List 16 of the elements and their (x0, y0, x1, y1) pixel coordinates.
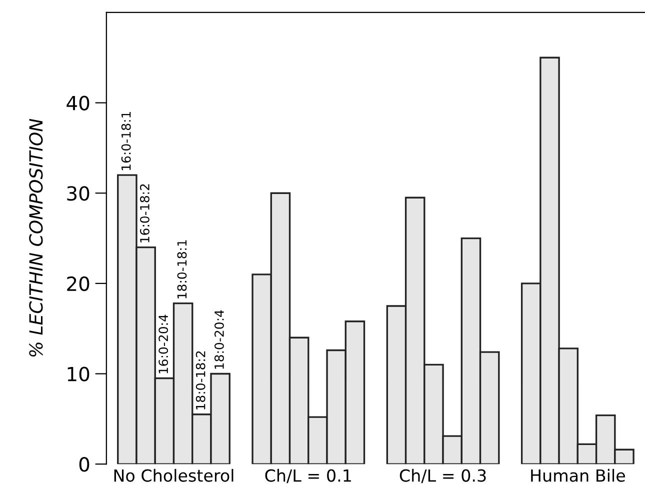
y-tick-label: 0 (79, 457, 90, 472)
text: 18:0-18:1 (177, 240, 187, 298)
y-tick-label: 30 (67, 186, 90, 201)
y-tick-label: 10 (68, 366, 90, 382)
y-axis-title: % LECITHIN COMPOSITION (29, 118, 43, 357)
text: 16:0-18:1 (121, 112, 131, 170)
text: 18:0-18:2 (196, 351, 206, 410)
x-tick-label: No Cholesterol (114, 468, 234, 482)
text: 18:0-20:4 (214, 310, 224, 369)
text: 16:0-18:2 (140, 184, 150, 242)
text: 16:0-20:4 (158, 314, 168, 374)
y-tick-label: 20 (67, 276, 90, 292)
x-tick-label: Ch/L = 0.3 (400, 468, 486, 484)
x-tick-label: Human Bile (531, 468, 625, 482)
y-tick-label: 40 (66, 96, 90, 110)
x-tick-label: Ch/L = 0.1 (265, 468, 351, 484)
